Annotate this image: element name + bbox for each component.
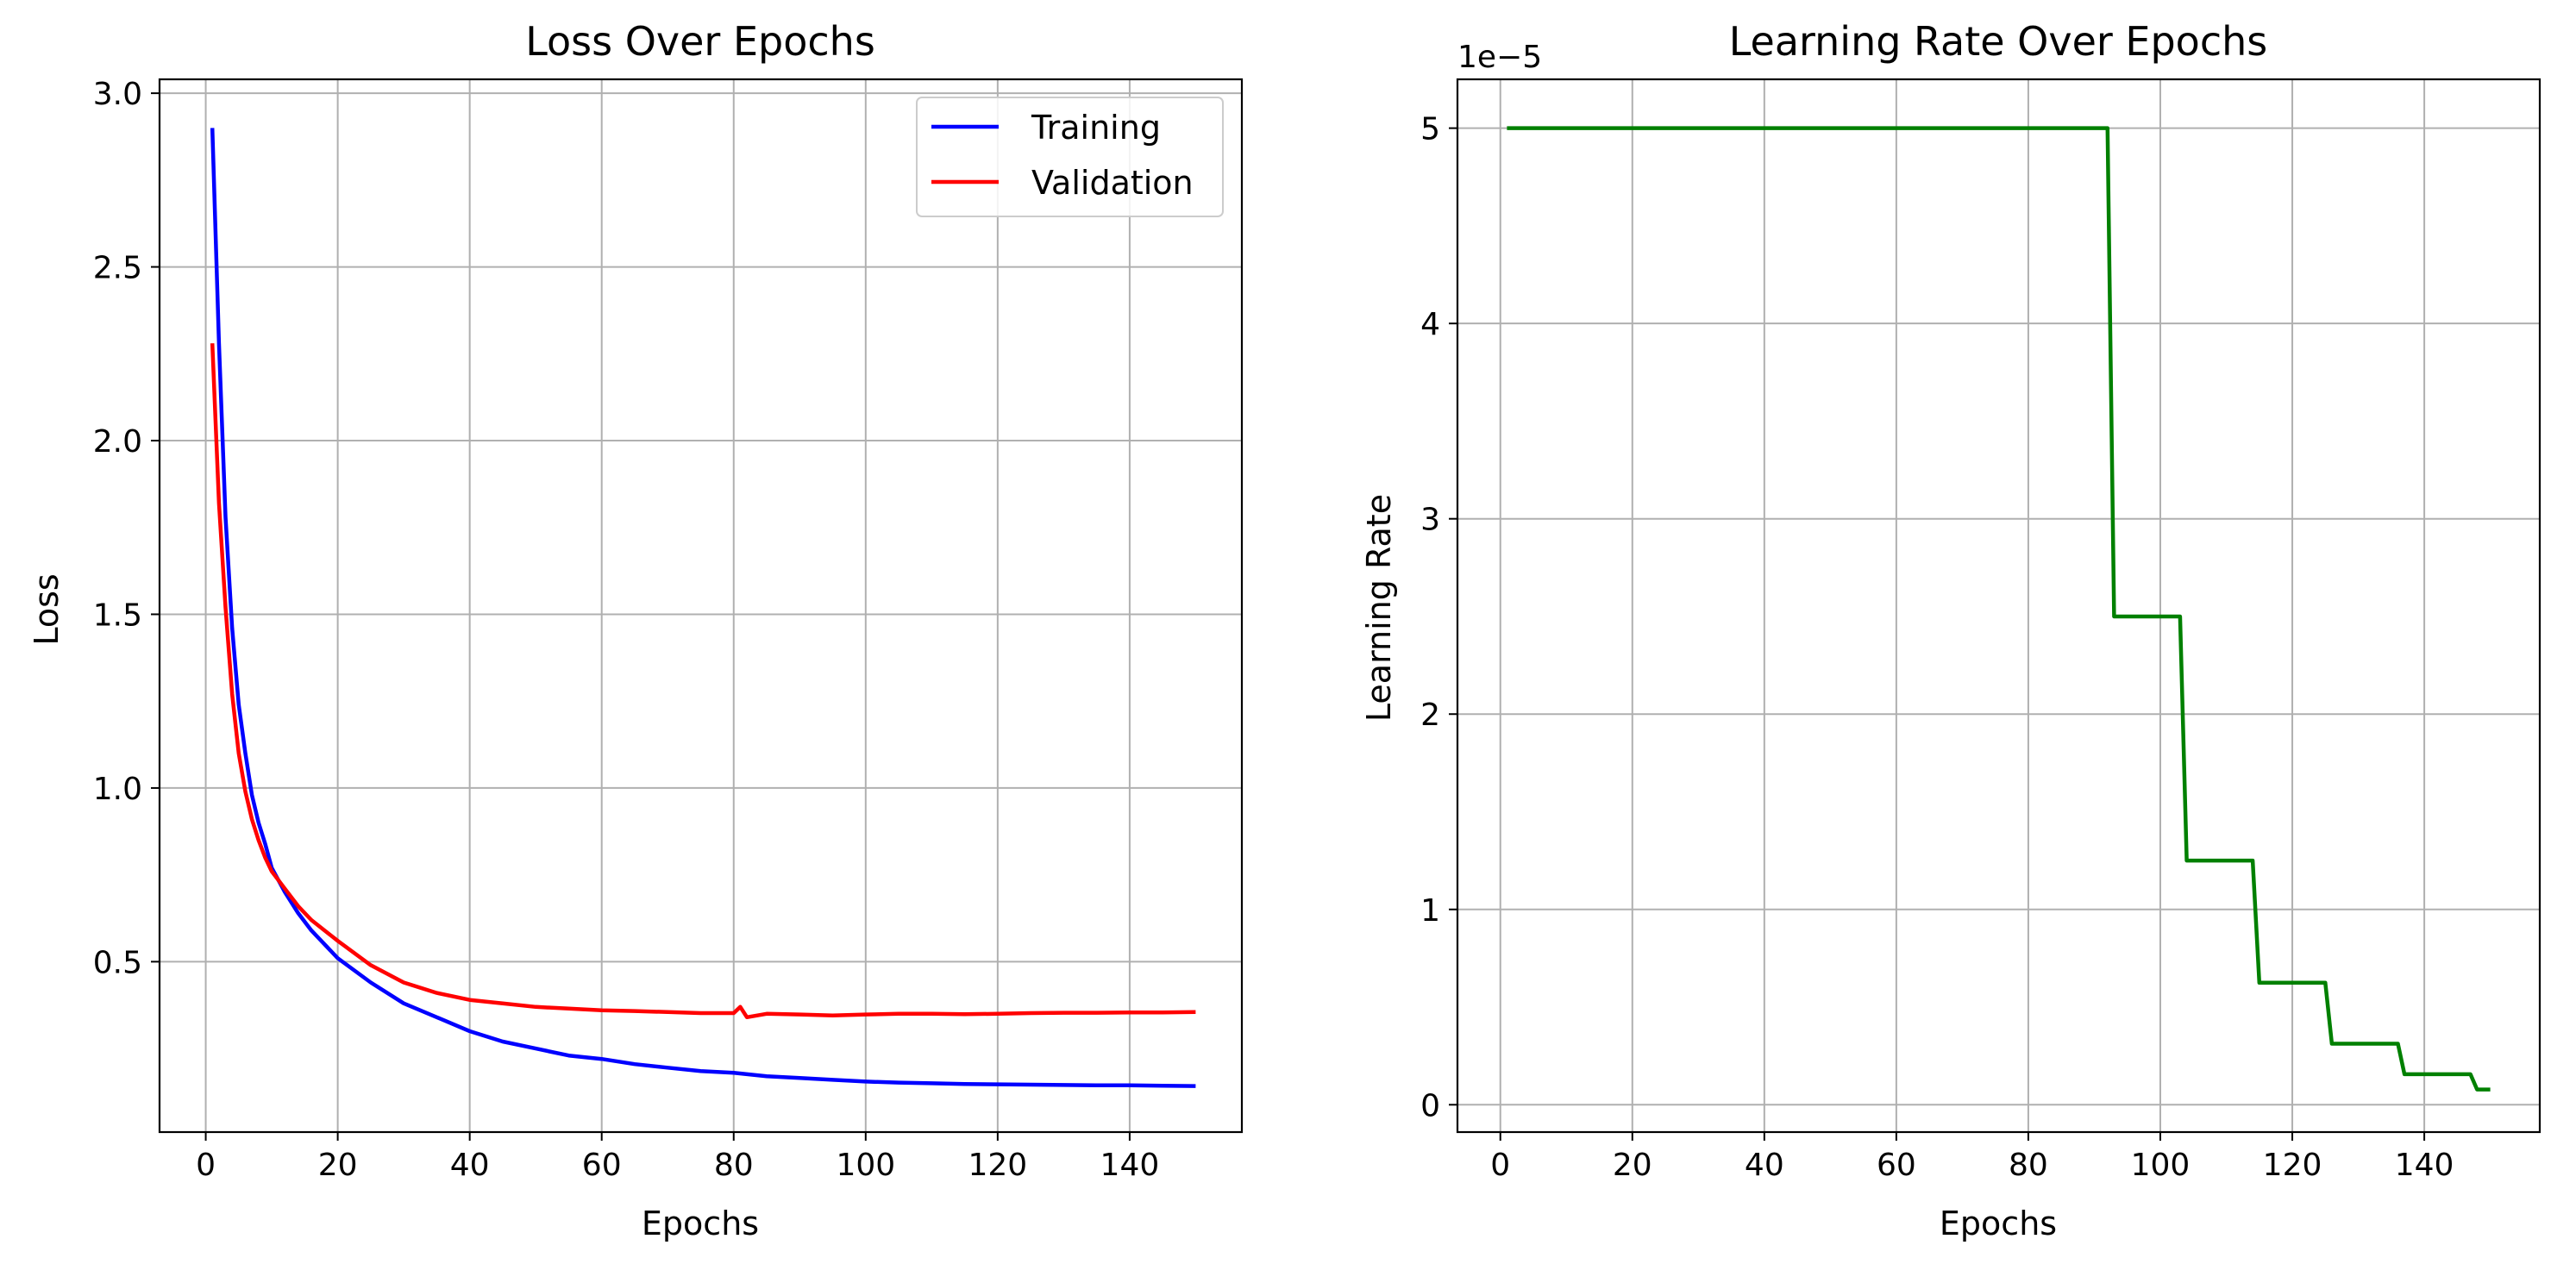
loss-y-tick-label: 2.5 [93, 251, 142, 286]
loss-axes-frame [158, 78, 1244, 1134]
loss-y-tick-label: 3.0 [93, 77, 142, 112]
loss-series-line-validation [210, 343, 1196, 1020]
lr-scale-offset-label: 1e−5 [1457, 40, 1542, 75]
learning-rate-chart: 0 20 40 60 80 100 120 140 0 1 2 3 4 5 Learning Rate O… [1360, 18, 2542, 1242]
lr-series [1507, 126, 2491, 1092]
lr-x-tick-label: 120 [2263, 1148, 2322, 1183]
loss-legend: Training Validation [916, 97, 1224, 217]
loss-x-tick-label: 140 [1100, 1148, 1160, 1183]
loss-series [210, 128, 1196, 1088]
lr-x-tick-label: 140 [2395, 1148, 2454, 1183]
loss-chart: 0 20 40 60 80 100 120 140 0.5 1.0 1.5 2.0 2.5 3.0 Los… [28, 18, 1244, 1242]
loss-y-axis-label: Loss [28, 573, 66, 645]
lr-chart-title: Learning Rate Over Epochs [1729, 18, 2268, 65]
lr-grid [1457, 79, 2540, 1132]
lr-y-tick-label: 4 [1420, 307, 1440, 342]
lr-x-axis-label: Epochs [1940, 1205, 2057, 1242]
lr-y-axis-label: Learning Rate [1360, 494, 1398, 722]
lr-x-tick-label: 100 [2131, 1148, 2191, 1183]
loss-y-tick-label: 2.0 [93, 424, 142, 460]
lr-x-tick-label: 60 [1877, 1148, 1916, 1183]
loss-x-tick-label: 40 [450, 1148, 490, 1183]
lr-x-tick-label: 0 [1490, 1148, 1510, 1183]
loss-x-axis-label: Epochs [642, 1205, 759, 1242]
lr-y-tick-label: 0 [1420, 1088, 1440, 1123]
lr-y-tick-label: 3 [1420, 503, 1440, 538]
loss-ticks: 0 20 40 60 80 100 120 140 0.5 1.0 1.5 2.0 2.5 3.0 [93, 77, 1160, 1183]
loss-x-tick-label: 0 [196, 1148, 216, 1183]
loss-series-line-training [210, 128, 1196, 1088]
loss-x-tick-label: 20 [318, 1148, 358, 1183]
loss-grid [160, 79, 1242, 1132]
lr-x-tick-label: 40 [1745, 1148, 1784, 1183]
legend-label-validation: Validation [1031, 164, 1194, 202]
lr-x-tick-label: 80 [2009, 1148, 2048, 1183]
legend-label-training: Training [1031, 109, 1161, 147]
loss-x-tick-label: 60 [582, 1148, 622, 1183]
lr-x-tick-label: 20 [1613, 1148, 1652, 1183]
lr-y-tick-label: 2 [1420, 698, 1440, 733]
lr-ticks: 0 20 40 60 80 100 120 140 0 1 2 3 4 5 [1420, 112, 2454, 1183]
lr-series-line-0 [1507, 126, 2491, 1092]
loss-x-tick-label: 80 [714, 1148, 754, 1183]
loss-x-tick-label: 100 [836, 1148, 895, 1183]
loss-chart-title: Loss Over Epochs [525, 18, 875, 65]
lr-axes-frame [1456, 78, 2542, 1134]
loss-y-tick-label: 1.5 [93, 598, 142, 633]
loss-y-tick-label: 0.5 [93, 945, 142, 980]
loss-y-tick-label: 1.0 [93, 772, 142, 807]
lr-y-tick-label: 5 [1420, 112, 1440, 147]
lr-y-tick-label: 1 [1420, 893, 1440, 929]
loss-x-tick-label: 120 [968, 1148, 1028, 1183]
